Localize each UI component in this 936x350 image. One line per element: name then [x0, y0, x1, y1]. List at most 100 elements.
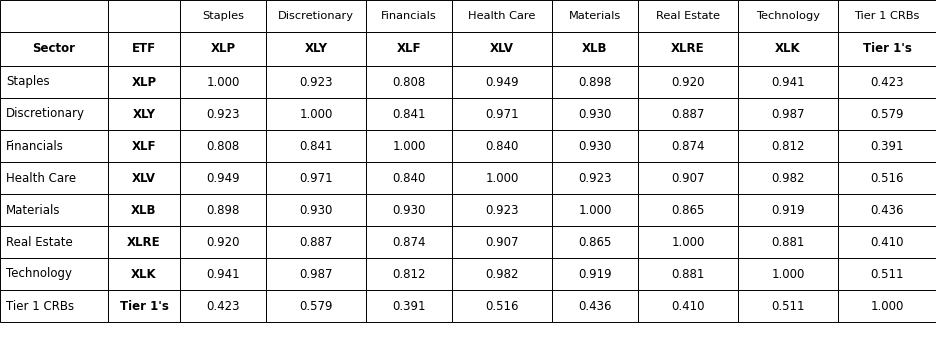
Bar	[552, 32, 638, 66]
Bar	[180, 32, 266, 66]
Bar	[266, 226, 366, 258]
Text: 0.982: 0.982	[771, 172, 805, 184]
Bar	[108, 258, 180, 290]
Bar	[638, 98, 738, 130]
Bar	[452, 226, 552, 258]
Text: 0.971: 0.971	[300, 172, 333, 184]
Text: Financials: Financials	[6, 140, 64, 153]
Bar	[552, 194, 638, 226]
Text: XLV: XLV	[132, 172, 156, 184]
Bar	[366, 130, 452, 162]
Bar	[738, 194, 838, 226]
Bar	[552, 290, 638, 322]
Bar	[266, 258, 366, 290]
Text: Tier 1's: Tier 1's	[120, 300, 168, 313]
Text: 0.812: 0.812	[771, 140, 805, 153]
Text: Technology: Technology	[756, 11, 820, 21]
Bar	[838, 0, 936, 32]
Bar	[552, 258, 638, 290]
Text: 0.423: 0.423	[206, 300, 240, 313]
Bar	[552, 130, 638, 162]
Text: 0.971: 0.971	[485, 107, 519, 120]
Text: 0.516: 0.516	[870, 172, 904, 184]
Bar	[108, 32, 180, 66]
Text: 0.907: 0.907	[671, 172, 705, 184]
Bar	[738, 130, 838, 162]
Text: 0.923: 0.923	[206, 107, 240, 120]
Bar	[366, 66, 452, 98]
Text: 0.887: 0.887	[300, 236, 332, 248]
Bar	[0, 66, 108, 98]
Bar	[180, 98, 266, 130]
Bar	[266, 162, 366, 194]
Bar	[108, 130, 180, 162]
Bar	[0, 162, 108, 194]
Bar	[366, 98, 452, 130]
Text: 1.000: 1.000	[392, 140, 426, 153]
Text: Real Estate: Real Estate	[6, 236, 73, 248]
Text: 0.920: 0.920	[206, 236, 240, 248]
Bar	[452, 98, 552, 130]
Text: 0.923: 0.923	[485, 203, 519, 217]
Text: 0.907: 0.907	[485, 236, 519, 248]
Text: Real Estate: Real Estate	[656, 11, 720, 21]
Text: 0.436: 0.436	[578, 300, 612, 313]
Bar	[638, 0, 738, 32]
Text: 0.987: 0.987	[771, 107, 805, 120]
Text: Staples: Staples	[6, 76, 50, 89]
Text: Tier 1 CRBs: Tier 1 CRBs	[855, 11, 920, 21]
Bar	[838, 290, 936, 322]
Text: 0.841: 0.841	[300, 140, 333, 153]
Bar	[108, 0, 180, 32]
Text: 0.919: 0.919	[578, 267, 612, 280]
Text: 0.812: 0.812	[392, 267, 426, 280]
Text: 0.919: 0.919	[771, 203, 805, 217]
Text: XLB: XLB	[582, 42, 607, 56]
Text: 0.881: 0.881	[771, 236, 805, 248]
Bar	[452, 290, 552, 322]
Text: 0.840: 0.840	[485, 140, 519, 153]
Bar	[180, 258, 266, 290]
Bar	[452, 258, 552, 290]
Bar	[180, 194, 266, 226]
Bar	[0, 130, 108, 162]
Text: XLF: XLF	[397, 42, 421, 56]
Text: XLB: XLB	[131, 203, 156, 217]
Bar	[452, 66, 552, 98]
Text: Tier 1's: Tier 1's	[863, 42, 912, 56]
Text: 0.987: 0.987	[300, 267, 333, 280]
Text: Financials: Financials	[381, 11, 437, 21]
Text: 0.930: 0.930	[578, 140, 612, 153]
Bar	[838, 98, 936, 130]
Bar	[180, 162, 266, 194]
Bar	[366, 162, 452, 194]
Text: 0.410: 0.410	[671, 300, 705, 313]
Text: Sector: Sector	[33, 42, 76, 56]
Text: Health Care: Health Care	[6, 172, 76, 184]
Text: 0.391: 0.391	[392, 300, 426, 313]
Bar	[266, 290, 366, 322]
Text: Discretionary: Discretionary	[6, 107, 85, 120]
Bar	[180, 226, 266, 258]
Text: Materials: Materials	[569, 11, 622, 21]
Text: Tier 1 CRBs: Tier 1 CRBs	[6, 300, 74, 313]
Bar	[108, 162, 180, 194]
Text: XLRE: XLRE	[127, 236, 161, 248]
Bar	[738, 98, 838, 130]
Text: XLV: XLV	[490, 42, 514, 56]
Bar	[366, 194, 452, 226]
Bar	[180, 0, 266, 32]
Text: 0.865: 0.865	[578, 236, 612, 248]
Bar	[0, 194, 108, 226]
Text: 0.923: 0.923	[300, 76, 333, 89]
Bar	[638, 226, 738, 258]
Bar	[452, 194, 552, 226]
Bar	[366, 32, 452, 66]
Text: Materials: Materials	[6, 203, 61, 217]
Text: XLP: XLP	[131, 76, 156, 89]
Bar	[738, 0, 838, 32]
Bar	[108, 98, 180, 130]
Bar	[366, 226, 452, 258]
Bar	[638, 32, 738, 66]
Text: 0.881: 0.881	[671, 267, 705, 280]
